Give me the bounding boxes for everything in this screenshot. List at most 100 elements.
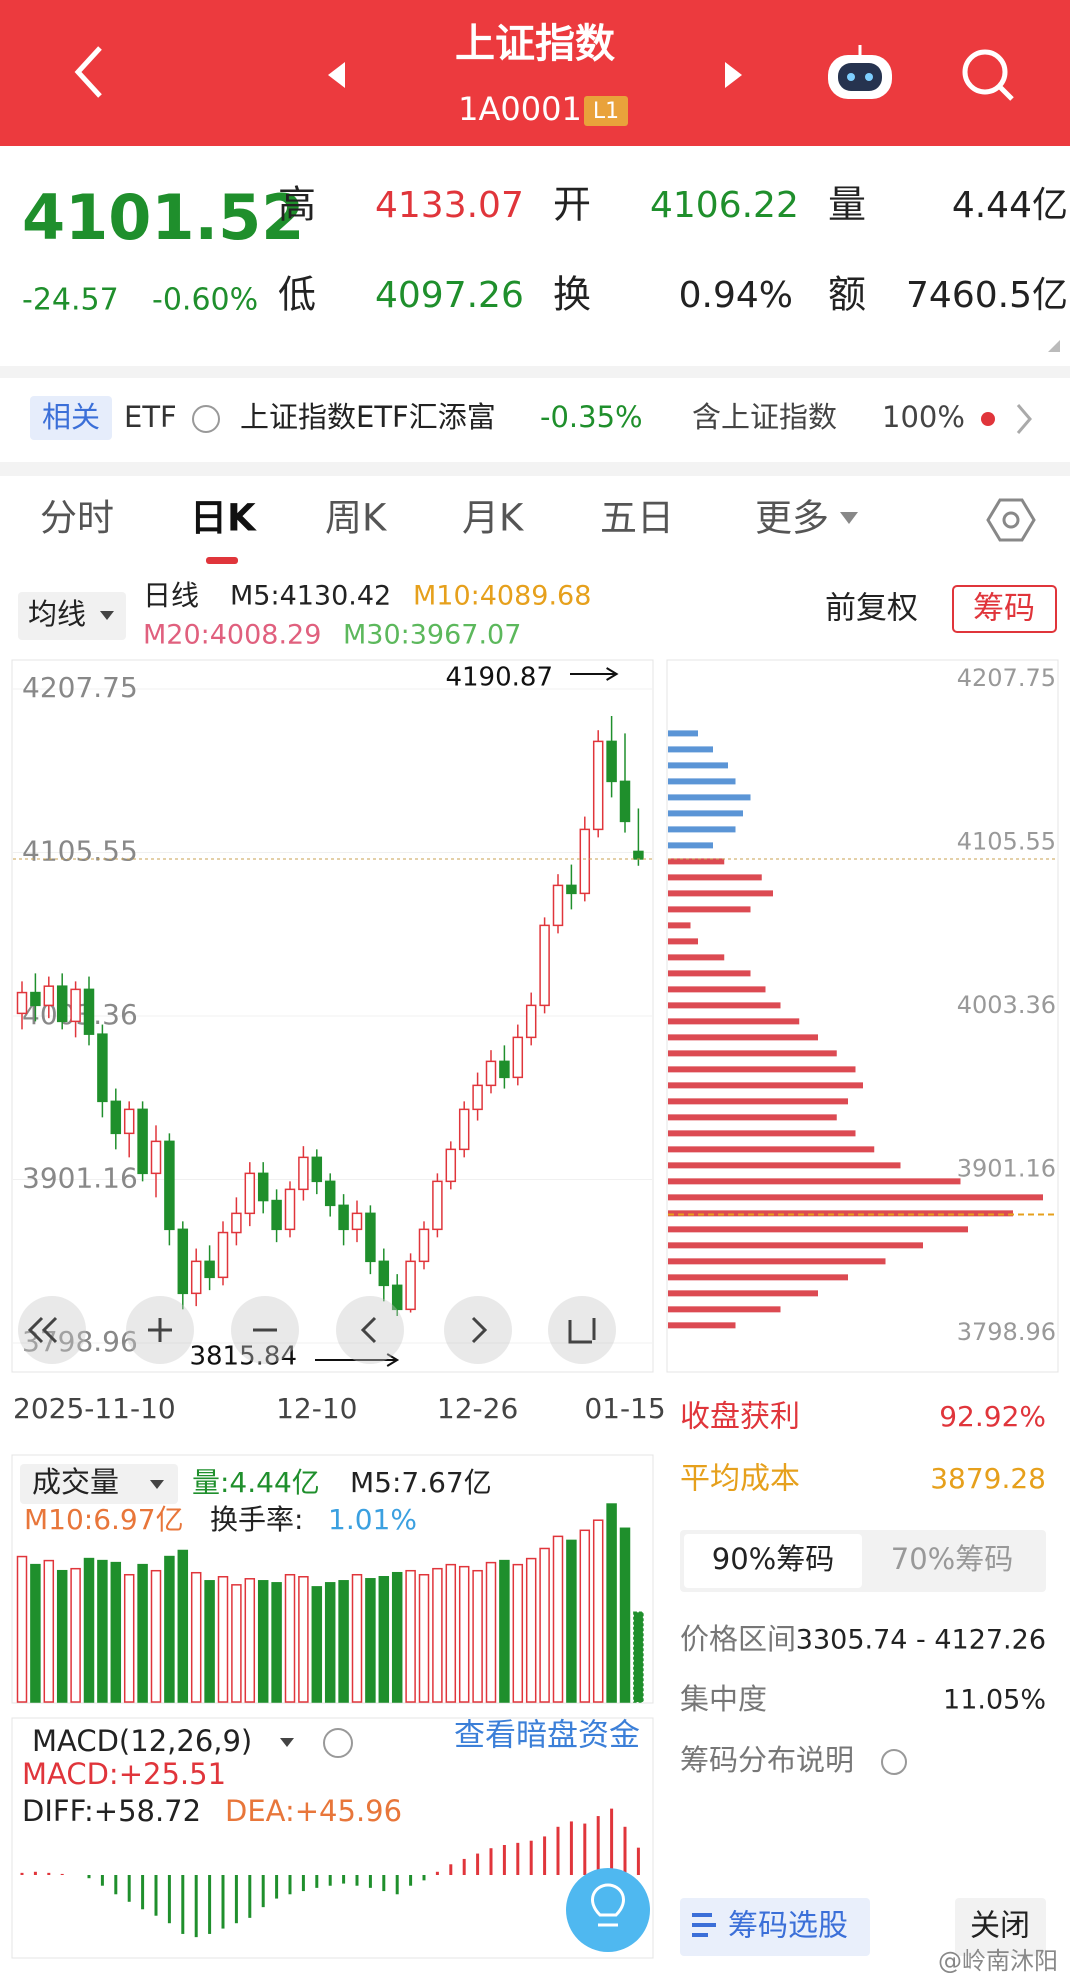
volume-bar xyxy=(391,1571,403,1703)
volume-bar xyxy=(164,1555,175,1703)
dot xyxy=(981,412,995,426)
volume-bar xyxy=(324,1582,336,1703)
candle-body xyxy=(137,1108,148,1175)
volume-bar xyxy=(499,1559,510,1703)
candle-body xyxy=(485,1060,497,1087)
search-icon[interactable] xyxy=(962,49,1014,101)
volume-bar xyxy=(70,1567,81,1703)
expand-icon[interactable] xyxy=(1048,340,1060,352)
chip-bar xyxy=(668,1130,856,1137)
close-button[interactable] xyxy=(955,1898,1046,1956)
chip-bar xyxy=(668,1274,848,1281)
chip-bar xyxy=(668,1098,848,1105)
macd-title: MACD(12,26,9) xyxy=(32,1724,252,1758)
ma-button-label: 均线 xyxy=(28,597,86,631)
candle-body xyxy=(56,985,68,1023)
prev-button[interactable] xyxy=(328,62,345,88)
chips-button[interactable] xyxy=(952,585,1057,633)
chip-bar xyxy=(668,1082,863,1089)
candle-body xyxy=(324,1180,336,1207)
volume-bar xyxy=(365,1578,376,1703)
etf-weight: 100% xyxy=(882,400,965,434)
pick-label: 筹码选股 xyxy=(728,1909,848,1944)
zoom-control[interactable] xyxy=(336,1296,404,1364)
tab[interactable]: 月K xyxy=(462,497,525,540)
quote-value: 4133.07 xyxy=(375,185,524,226)
candle-body xyxy=(539,924,550,1007)
y-tick-label: 4105.55 xyxy=(957,828,1056,856)
settings-icon[interactable] xyxy=(986,498,1036,542)
quote-value: 0.94% xyxy=(679,275,793,316)
period: 日线 xyxy=(143,579,199,612)
candle-body xyxy=(566,884,577,895)
change: -24.57 xyxy=(22,283,119,318)
chevron[interactable] xyxy=(1016,404,1032,434)
dropdown xyxy=(280,1738,294,1747)
pick-button[interactable] xyxy=(680,1898,870,1956)
stat-label: 价格区间 xyxy=(680,1622,796,1656)
etf-fund: 上证指数ETF汇添富 xyxy=(240,400,496,434)
volume-bar xyxy=(137,1563,148,1703)
volume-bar xyxy=(311,1586,323,1703)
x-tick-label: 01-15 xyxy=(584,1392,665,1425)
zoom-control[interactable] xyxy=(548,1296,616,1364)
stat-value: 3305.74 - 4127.26 xyxy=(796,1625,1046,1656)
vol-button[interactable] xyxy=(20,1464,178,1504)
candle-body xyxy=(30,991,41,1007)
help-icon xyxy=(192,405,220,433)
candle-body xyxy=(70,988,81,1023)
zoom-control[interactable] xyxy=(444,1296,512,1364)
ma-button[interactable] xyxy=(18,592,126,640)
volume-bar xyxy=(204,1580,215,1703)
volume-bar xyxy=(97,1559,108,1703)
change-pct: -0.60% xyxy=(152,283,258,318)
candle-body xyxy=(499,1060,510,1079)
quote-value: 7460.5亿 xyxy=(906,275,1068,316)
back-button[interactable] xyxy=(74,46,102,98)
robot-icon[interactable] xyxy=(828,45,892,99)
segment[interactable]: 90%筹码 xyxy=(712,1542,834,1576)
x-tick-label: 2025-11-10 xyxy=(13,1392,176,1425)
volume-bar xyxy=(123,1573,135,1703)
volume-bar xyxy=(351,1573,363,1703)
zoom-icon xyxy=(27,1316,58,1344)
macd-link[interactable]: 查看暗盘资金 xyxy=(454,1718,640,1754)
candle-body xyxy=(445,1148,457,1183)
tab[interactable]: 周K xyxy=(325,497,388,540)
etf-tag-bg xyxy=(30,396,112,440)
chips-label: 筹码 xyxy=(973,591,1035,627)
next-button[interactable] xyxy=(725,62,742,88)
quote-value: 4.44亿 xyxy=(952,185,1068,226)
tab[interactable]: 更多 xyxy=(755,497,829,540)
zoom-control[interactable] xyxy=(18,1296,86,1364)
volume-bar xyxy=(378,1576,390,1703)
quote-label: 量 xyxy=(828,183,866,227)
volume-bar xyxy=(619,1527,631,1703)
volume-bar xyxy=(606,1503,617,1703)
volume-bar xyxy=(284,1573,296,1703)
tab[interactable]: 五日 xyxy=(600,497,674,540)
segment[interactable]: 70%筹码 xyxy=(891,1542,1013,1576)
quote-label: 高 xyxy=(278,183,316,227)
tip-button[interactable] xyxy=(566,1868,650,1952)
quote-value: 4106.22 xyxy=(650,185,799,226)
volume-bar xyxy=(150,1569,162,1703)
dropdown xyxy=(100,611,114,620)
close-label: 关闭 xyxy=(970,1909,1030,1944)
volume-bar xyxy=(43,1559,55,1703)
candle-body xyxy=(606,740,617,783)
chip-bar xyxy=(668,954,725,961)
tab[interactable]: 日K xyxy=(190,497,257,540)
candle-body xyxy=(244,1172,256,1215)
etf-holding: 含上证指数 xyxy=(692,400,837,434)
volume-bar xyxy=(418,1573,430,1703)
volume-bar xyxy=(445,1563,457,1703)
y-tick-label: 3901.16 xyxy=(22,1161,138,1194)
candle-body xyxy=(512,1036,524,1079)
chip-bar xyxy=(668,1050,837,1057)
volume-bar xyxy=(30,1563,41,1703)
tab[interactable]: 分时 xyxy=(40,497,114,540)
chip-bar xyxy=(668,778,736,785)
volume-bar xyxy=(512,1563,524,1703)
chip-bar xyxy=(668,1162,901,1169)
